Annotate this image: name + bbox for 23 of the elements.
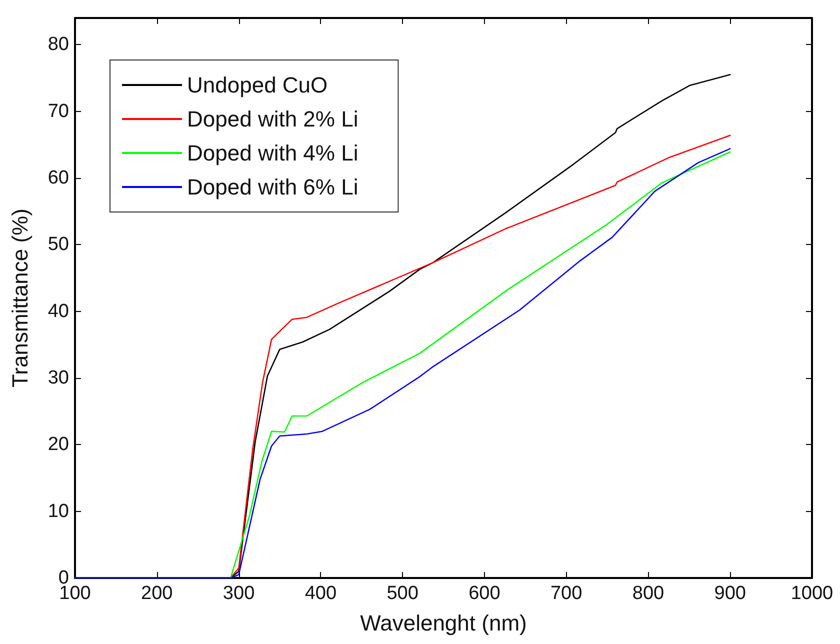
x-tick-label: 700	[550, 583, 582, 604]
x-tick-label: 400	[304, 583, 337, 604]
y-tick-label: 20	[48, 434, 69, 456]
y-tick-label: 40	[48, 300, 69, 322]
y-tick-label: 50	[48, 234, 69, 256]
y-tick-label: 60	[48, 168, 69, 188]
y-tick-label: 10	[48, 500, 69, 522]
y-tick-label: 70	[48, 100, 69, 122]
x-tick-label: 500	[386, 583, 418, 604]
y-axis-title: Transmittance (%)	[8, 208, 32, 388]
y-tick-label: 30	[48, 368, 69, 388]
legend-label: Undoped CuO	[187, 72, 328, 98]
x-axis-title: Wavelenght (nm)	[360, 610, 527, 636]
x-tick-label: 600	[468, 583, 500, 604]
x-tick-label: 200	[141, 583, 173, 604]
legend-label: Doped with 4% Li	[187, 140, 358, 166]
x-tick-label: 800	[632, 583, 664, 604]
x-tick-label: 300	[222, 583, 255, 604]
y-tick-label: 80	[48, 34, 69, 56]
x-tick-label: 1000	[790, 583, 834, 604]
x-tick-label: 900	[714, 583, 746, 604]
legend-label: Doped with 2% Li	[187, 106, 358, 132]
legend-label: Doped with 6% Li	[187, 174, 358, 200]
